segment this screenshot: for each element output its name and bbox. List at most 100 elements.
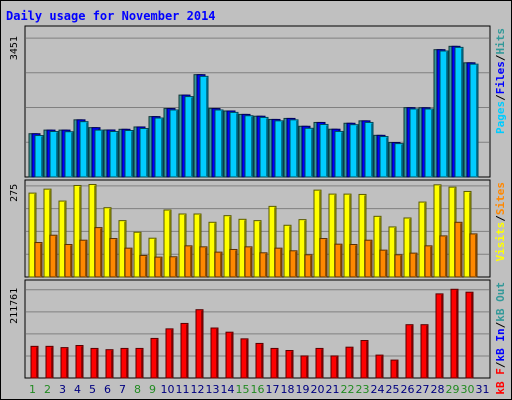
bar-shade [265, 253, 267, 276]
bar-visits [343, 193, 352, 278]
panels-layer: 3451Pages/Files/Hits275Visits/Sites21176… [9, 25, 507, 395]
bar-visits [163, 209, 172, 278]
bar-sites [439, 235, 448, 278]
bar-sites [364, 239, 373, 278]
bar-shade [386, 137, 388, 176]
bar-pages [394, 143, 404, 178]
panel-legend: Pages/Files/Hits [494, 28, 507, 134]
x-tick-label: 14 [221, 383, 235, 396]
bar-shade [246, 339, 248, 377]
bar-shade [201, 310, 203, 377]
bar-visits [28, 192, 37, 278]
bar-shade [291, 351, 293, 377]
bar-kb-f [315, 347, 324, 379]
bar-shade [394, 227, 396, 276]
bar-shade [101, 131, 103, 176]
bar-pages [289, 119, 299, 178]
bar-sites [244, 246, 253, 278]
bar-shade [156, 339, 158, 377]
legend-entry: Sites [494, 182, 507, 215]
bar-shade [385, 251, 387, 276]
bar-shade [79, 186, 81, 276]
bar-visits [403, 217, 412, 278]
bar-shade [439, 185, 441, 276]
x-tick-label: 13 [206, 383, 220, 396]
legend-entry: / [494, 361, 507, 368]
x-tick-label: 1 [29, 383, 36, 396]
bar-pages [334, 130, 344, 178]
bar-shade [190, 246, 192, 276]
bar-shade [86, 122, 88, 176]
bar-shade [169, 211, 171, 276]
bar-pages [349, 124, 359, 178]
bar-pages [469, 63, 479, 178]
x-tick-label: 6 [104, 383, 111, 396]
bar-shade [66, 348, 68, 377]
x-tick-label: 26 [401, 383, 415, 396]
bar-kb-f [255, 342, 264, 379]
bar-shade [431, 109, 433, 176]
bar-sites [259, 252, 268, 278]
bar-visits [73, 184, 82, 278]
bar-shade [396, 361, 398, 377]
bar-sites [394, 254, 403, 278]
bar-shade [49, 190, 51, 276]
bar-shade [141, 349, 143, 377]
bar-kb-f [150, 337, 159, 379]
bar-shade [70, 245, 72, 276]
bar-kb-f [240, 338, 249, 379]
bar-shade [274, 207, 276, 276]
bar-visits [268, 205, 277, 278]
bar-shade [371, 123, 373, 176]
bar-pages [94, 129, 104, 178]
bar-shade [340, 245, 342, 276]
bar-visits [223, 215, 232, 278]
bar-sites [109, 238, 118, 278]
bar-sites [289, 250, 298, 278]
x-tick-label: 25 [386, 383, 400, 396]
bar-shade [51, 347, 53, 377]
bar-shade [281, 121, 283, 176]
bar-pages [364, 121, 374, 178]
bar-pages [199, 75, 209, 178]
bar-shade [111, 350, 113, 377]
legend-entry: Pages [494, 101, 507, 134]
bar-shade [461, 48, 463, 176]
bar-shade [321, 349, 323, 377]
bar-shade [131, 131, 133, 176]
legend-entry: Files [494, 61, 507, 94]
bar-sites [199, 246, 208, 278]
bar-visits [433, 184, 442, 278]
bar-shade [221, 110, 223, 176]
legend-entry: Visits [494, 222, 507, 262]
bar-pages [409, 108, 419, 178]
bar-shade [409, 218, 411, 276]
bar-shade [446, 52, 448, 176]
bar-shade [116, 132, 118, 176]
bar-shade [191, 97, 193, 176]
bar-shade [426, 325, 428, 377]
bar-shade [139, 233, 141, 276]
bar-visits [418, 201, 427, 278]
bar-shade [199, 215, 201, 276]
bar-visits [373, 215, 382, 278]
bar-kb-f [270, 347, 279, 379]
bar-shade [351, 348, 353, 377]
bar-shade [206, 77, 208, 176]
x-axis-labels: 1 2 3 4 5 6 7 8 9 10 11 12 13 14 15 16 17 18 19 20 21 22 23 24 2… [29, 383, 490, 396]
bar-kb-f [450, 288, 459, 379]
bar-shade [355, 245, 357, 276]
x-tick-label: 29 [446, 383, 460, 396]
bar-shade [85, 241, 87, 276]
bar-shade [326, 125, 328, 176]
legend-entry: / [494, 54, 507, 61]
bar-pages [109, 131, 119, 178]
bar-visits [208, 221, 217, 278]
bar-shade [415, 254, 417, 276]
x-tick-label: 11 [176, 383, 190, 396]
bar-kb-f [360, 340, 369, 379]
bar-kb-f [420, 324, 429, 379]
x-tick-label: 17 [266, 383, 280, 396]
bar-shade [160, 258, 162, 276]
